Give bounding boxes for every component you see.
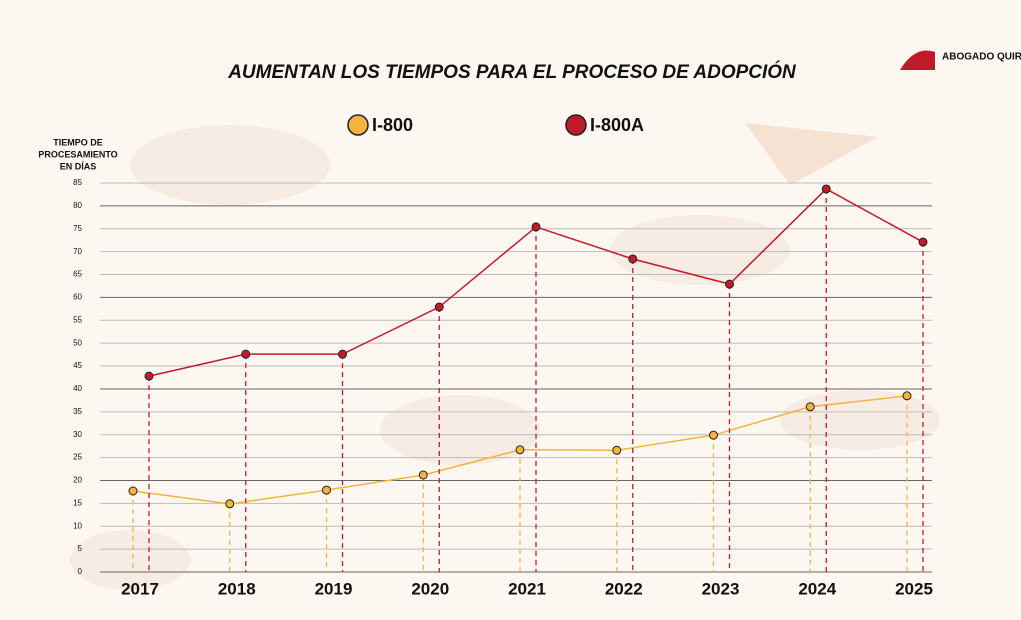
x-tick-label: 2022 xyxy=(605,579,643,598)
legend-label: I-800 xyxy=(372,115,413,135)
point xyxy=(129,487,137,495)
point xyxy=(226,500,234,508)
point xyxy=(419,471,427,479)
x-tick-label: 2025 xyxy=(895,579,933,598)
point xyxy=(323,486,331,494)
y-tick-label: 30 xyxy=(73,430,82,439)
logo: ABOGADO QUIROGA. xyxy=(900,50,1021,70)
y-tick-label: 25 xyxy=(73,453,82,462)
y-axis-label: TIEMPO DE xyxy=(53,137,103,147)
y-axis-label: EN DÍAS xyxy=(60,161,97,171)
legend-marker xyxy=(566,115,586,135)
point xyxy=(339,350,347,358)
point xyxy=(435,303,443,311)
y-tick-label: 5 xyxy=(78,544,83,553)
y-tick-label: 35 xyxy=(73,407,82,416)
point xyxy=(710,431,718,439)
y-tick-label: 50 xyxy=(73,338,82,347)
point xyxy=(726,280,734,288)
y-axis-label: PROCESAMIENTO xyxy=(38,149,117,159)
y-tick-label: 20 xyxy=(73,476,82,485)
y-tick-label: 40 xyxy=(73,384,82,393)
y-tick-label: 10 xyxy=(73,521,82,530)
y-tick-label: 75 xyxy=(73,224,82,233)
brand: ABOGADO QUIROGA. xyxy=(942,52,1021,63)
y-tick-label: 65 xyxy=(73,270,82,279)
y-tick-label: 70 xyxy=(73,247,82,256)
y-tick-label: 15 xyxy=(73,498,82,507)
point xyxy=(516,446,524,454)
y-tick-label: 85 xyxy=(73,178,82,187)
y-tick-label: 60 xyxy=(73,293,82,302)
point xyxy=(629,255,637,263)
point xyxy=(903,392,911,400)
y-tick-label: 45 xyxy=(73,361,82,370)
point xyxy=(806,403,814,411)
point xyxy=(242,350,250,358)
x-tick-label: 2018 xyxy=(218,579,256,598)
x-tick-label: 2021 xyxy=(508,579,546,598)
y-tick-label: 80 xyxy=(73,201,82,210)
x-tick-label: 2020 xyxy=(411,579,449,598)
legend-label: I-800A xyxy=(590,115,644,135)
x-tick-label: 2017 xyxy=(121,579,159,598)
legend-marker xyxy=(348,115,368,135)
point xyxy=(822,185,830,193)
point xyxy=(613,446,621,454)
x-tick-label: 2024 xyxy=(798,579,836,598)
x-tick-label: 2023 xyxy=(702,579,740,598)
point xyxy=(919,238,927,246)
chart: AUMENTAN LOS TIEMPOS PARA EL PROCESO DE … xyxy=(0,0,1021,620)
point xyxy=(145,372,153,380)
x-tick-label: 2019 xyxy=(315,579,353,598)
decoration xyxy=(70,123,940,590)
point xyxy=(532,223,540,231)
y-tick-label: 55 xyxy=(73,315,82,324)
y-tick-label: 0 xyxy=(78,567,83,576)
chart-title: AUMENTAN LOS TIEMPOS PARA EL PROCESO DE … xyxy=(227,61,797,83)
